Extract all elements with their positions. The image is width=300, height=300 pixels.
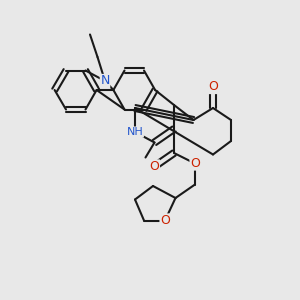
Text: O: O — [160, 214, 170, 227]
Text: O: O — [150, 160, 159, 173]
Text: NH: NH — [127, 127, 143, 137]
Text: O: O — [190, 157, 200, 170]
Text: O: O — [208, 80, 218, 94]
Text: N: N — [100, 74, 110, 88]
